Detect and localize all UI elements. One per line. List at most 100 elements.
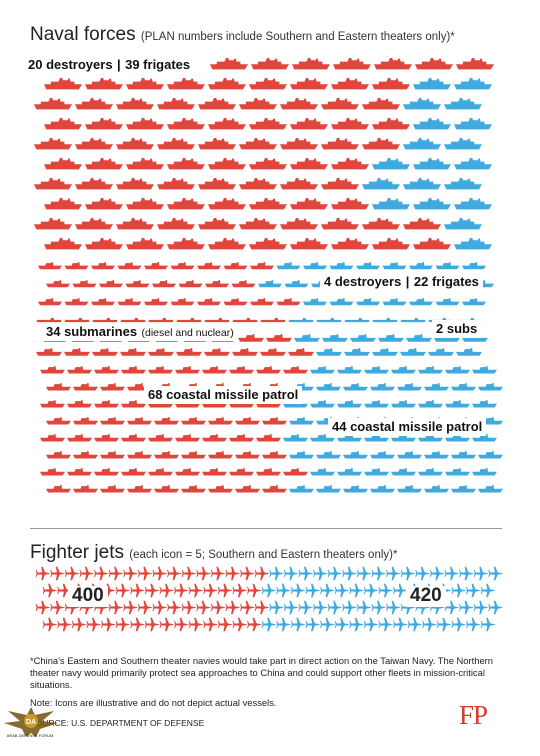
taiwan-warship-icon bbox=[454, 158, 492, 170]
china-warship-icon bbox=[280, 98, 318, 110]
china-fighter-jet-icon bbox=[57, 583, 73, 598]
taiwan-patrol-boat-icon bbox=[284, 280, 309, 288]
taiwan-patrol-boat-icon bbox=[364, 434, 389, 442]
china-warship-icon bbox=[44, 158, 82, 170]
taiwan-patrol-boat-icon bbox=[316, 383, 341, 391]
china-warship-icon bbox=[75, 178, 113, 190]
taiwan-fighter-jet-icon bbox=[334, 583, 350, 598]
taiwan-fighter-jet-icon bbox=[422, 617, 438, 632]
taiwan-patrol-boat-icon bbox=[329, 298, 354, 306]
taiwan-patrol-boat-icon bbox=[445, 366, 470, 374]
china-fighter-jet-icon bbox=[167, 566, 183, 581]
taiwan-submarine-icon bbox=[316, 348, 342, 356]
taiwan-fighter-jet-icon bbox=[349, 583, 365, 598]
taiwan-fighter-jet-icon bbox=[400, 566, 416, 581]
china-fighter-jet-icon bbox=[159, 583, 175, 598]
taiwan-submarine-icon bbox=[400, 348, 426, 356]
china-warship-icon bbox=[85, 238, 123, 250]
china-surface-label: 20 destroyers | 39 frigates bbox=[24, 56, 194, 74]
china-warship-icon bbox=[116, 218, 154, 230]
taiwan-warship-icon bbox=[454, 118, 492, 130]
china-fighter-jet-icon bbox=[86, 617, 102, 632]
china-patrol-boat-icon bbox=[148, 366, 173, 374]
taiwan-warship-icon bbox=[454, 78, 492, 90]
jets-subtitle: (each icon = 5; Southern and Eastern the… bbox=[129, 549, 398, 561]
china-patrol-count: 68 coastal missile patrol bbox=[148, 387, 299, 402]
taiwan-fighter-jet-icon bbox=[276, 617, 292, 632]
china-fighter-jet-icon bbox=[79, 566, 95, 581]
china-patrol-boat-icon bbox=[276, 298, 301, 306]
taiwan-patrol-boat-icon bbox=[289, 485, 314, 493]
taiwan-patrol-boat-icon bbox=[391, 468, 416, 476]
taiwan-patrol-boat-icon bbox=[409, 262, 433, 270]
china-warship-icon bbox=[198, 178, 236, 190]
china-submarine-icon bbox=[232, 348, 258, 356]
taiwan-fighter-jet-icon bbox=[415, 566, 431, 581]
china-patrol-boat-icon bbox=[231, 280, 256, 288]
china-warship-icon bbox=[210, 58, 248, 70]
china-warship-icon bbox=[157, 98, 195, 110]
taiwan-fighter-jet-icon bbox=[444, 566, 460, 581]
china-patrol-boat-icon bbox=[181, 417, 206, 425]
china-fighter-jet-icon bbox=[101, 583, 117, 598]
taiwan-fighter-jet-icon bbox=[313, 600, 329, 615]
china-patrol-boat-icon bbox=[46, 383, 71, 391]
taiwan-submarine-icon bbox=[378, 334, 404, 342]
taiwan-warship-icon bbox=[372, 158, 410, 170]
taiwan-patrol-boat-icon bbox=[370, 485, 395, 493]
taiwan-patrol-boat-icon bbox=[478, 451, 503, 459]
china-patrol-boat-icon bbox=[117, 298, 142, 306]
china-destroyers-count: 20 destroyers bbox=[28, 57, 113, 72]
china-fighter-jet-icon bbox=[115, 617, 131, 632]
china-patrol-boat-icon bbox=[154, 485, 179, 493]
taiwan-warship-icon bbox=[362, 178, 400, 190]
taiwan-fighter-jet-icon bbox=[459, 566, 475, 581]
china-patrol-boat-icon bbox=[175, 468, 200, 476]
china-fighter-jet-icon bbox=[137, 566, 154, 581]
china-fighter-jet-icon bbox=[217, 617, 234, 632]
label-separator: | bbox=[117, 57, 121, 72]
taiwan-patrol-boat-icon bbox=[316, 485, 341, 493]
taiwan-fighter-jet-icon bbox=[371, 600, 387, 615]
taiwan-fighter-jet-icon bbox=[488, 600, 504, 615]
taiwan-fighter-jet-icon bbox=[488, 566, 504, 581]
china-frigates-count: 39 frigates bbox=[125, 57, 191, 72]
naval-title-text: Naval forces bbox=[30, 24, 136, 45]
china-warship-icon bbox=[126, 238, 164, 250]
taiwan-fighter-jet-icon bbox=[393, 617, 409, 632]
taiwan-patrol-boat-icon bbox=[310, 400, 335, 408]
taiwan-warship-icon bbox=[413, 78, 451, 90]
china-fighter-jet-icon bbox=[240, 600, 256, 615]
taiwan-frigates-count: 22 frigates bbox=[413, 274, 479, 289]
china-submarine-icon bbox=[64, 348, 90, 356]
taiwan-fighter-jet-icon bbox=[276, 583, 292, 598]
taiwan-fighter-jet-icon bbox=[480, 617, 496, 632]
china-fighter-jet-icon bbox=[57, 617, 73, 632]
china-fighter-jet-icon bbox=[101, 617, 117, 632]
china-submarine-icon bbox=[238, 334, 264, 342]
taiwan-surface-label: 4 destroyers | 22 frigates bbox=[320, 273, 483, 291]
taiwan-fighter-jet-icon bbox=[261, 617, 277, 632]
china-patrol-boat-icon bbox=[72, 280, 97, 288]
china-fighter-jet-icon bbox=[130, 583, 146, 598]
taiwan-patrol-boat-icon bbox=[303, 262, 327, 270]
china-patrol-boat-icon bbox=[91, 298, 115, 306]
china-warship-icon bbox=[208, 118, 246, 130]
taiwan-patrol-boat-icon bbox=[391, 434, 416, 442]
china-fighter-jet-icon bbox=[254, 566, 270, 581]
china-submarines-count: 34 submarines bbox=[46, 324, 138, 339]
china-patrol-boat-icon bbox=[235, 485, 260, 493]
china-warship-icon bbox=[321, 218, 359, 230]
china-warship-icon bbox=[44, 118, 82, 130]
china-patrol-boat-icon bbox=[170, 298, 195, 306]
taiwan-fighter-jet-icon bbox=[473, 600, 489, 615]
china-warship-icon bbox=[198, 218, 236, 230]
china-patrol-boat-icon bbox=[148, 434, 173, 442]
china-patrol-boat-icon bbox=[73, 417, 98, 425]
china-warship-icon bbox=[362, 218, 400, 230]
china-patrol-boat-icon bbox=[46, 485, 71, 493]
taiwan-patrol-boat-icon bbox=[478, 485, 503, 493]
taiwan-submarine-icon bbox=[316, 318, 342, 323]
taiwan-fighter-jet-icon bbox=[386, 566, 402, 581]
china-patrol-boat-icon bbox=[121, 366, 146, 374]
